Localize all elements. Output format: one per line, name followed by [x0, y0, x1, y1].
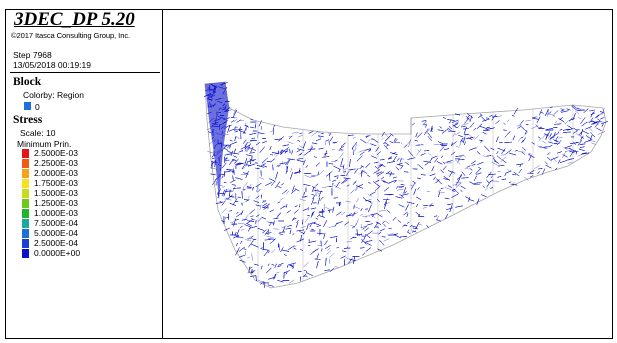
- scale-label: 1.5000E-03: [34, 188, 78, 198]
- scale-label: 5.0000E-04: [34, 228, 78, 238]
- stress-quantity: Minimum Prin.: [17, 139, 72, 149]
- model-outline: [204, 81, 607, 289]
- block-section-title: Block: [13, 76, 42, 88]
- scale-label: 1.2500E-03: [34, 198, 78, 208]
- scale-swatch: [22, 189, 29, 198]
- scale-label: 2.2500E-03: [34, 158, 78, 168]
- stress-tensor-plot: [203, 81, 608, 289]
- scale-label: 2.5000E-04: [34, 238, 78, 248]
- scale-label: 2.5000E-03: [34, 148, 78, 158]
- step-counter: Step 7968: [13, 50, 52, 60]
- timestamp: 13/05/2018 00:19:19: [13, 60, 91, 70]
- scale-label: 1.7500E-03: [34, 178, 78, 188]
- plot-window: 3DEC_DP 5.20 ©2017 Itasca Consulting Gro…: [5, 9, 613, 339]
- block-colorby: Colorby: Region: [23, 90, 84, 100]
- scale-swatch: [22, 229, 29, 238]
- scale-swatch: [22, 179, 29, 188]
- scale-swatch: [22, 209, 29, 218]
- scale-label: 7.5000E-04: [34, 218, 78, 228]
- scale-label: 0.0000E+00: [34, 248, 81, 258]
- scale-swatch: [22, 239, 29, 248]
- scale-label: 1.0000E-03: [34, 208, 78, 218]
- region-value: 0: [35, 102, 40, 112]
- stress-tensor-marks: [203, 82, 608, 288]
- model-plot-area: [163, 10, 612, 338]
- stress-scale: Scale: 10: [20, 128, 56, 138]
- app-title: 3DEC_DP 5.20: [14, 9, 135, 30]
- scale-swatch: [22, 159, 29, 168]
- left-abutment-block: [205, 82, 229, 200]
- joint-lines: [257, 106, 574, 281]
- stress-section-title: Stress: [13, 114, 43, 126]
- region-swatch: [24, 102, 31, 110]
- scale-swatch: [22, 149, 29, 158]
- legend-panel: 3DEC_DP 5.20 ©2017 Itasca Consulting Gro…: [6, 9, 163, 338]
- legend-divider: [10, 72, 160, 73]
- scale-swatch: [22, 199, 29, 208]
- stress-cloud: [203, 82, 608, 288]
- scale-swatch: [22, 219, 29, 228]
- scale-swatch: [22, 249, 29, 258]
- copyright-text: ©2017 Itasca Consulting Group, Inc.: [11, 31, 131, 40]
- scale-label: 2.0000E-03: [34, 168, 78, 178]
- scale-swatch: [22, 169, 29, 178]
